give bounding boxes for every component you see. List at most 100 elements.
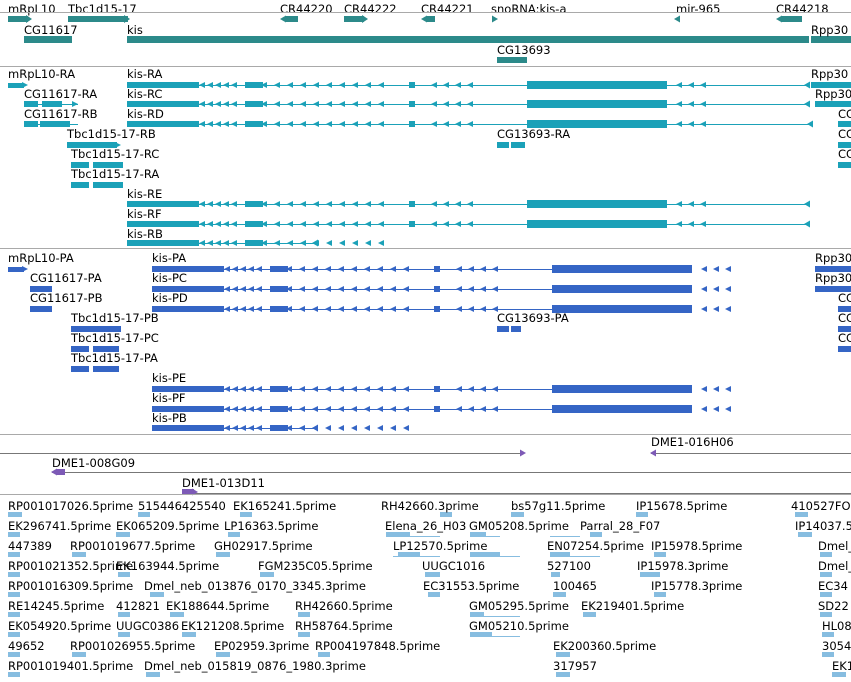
strand-arrow-left[interactable] [256,306,262,312]
exon-block[interactable] [782,16,802,22]
strand-arrow-right[interactable] [192,488,198,496]
ests-feature-label[interactable]: 447389 [8,539,52,553]
strand-arrow-left[interactable] [280,15,286,23]
strand-arrow-left[interactable] [339,240,345,246]
strand-arrow-left[interactable] [325,386,331,392]
strand-arrow-left[interactable] [676,121,682,127]
strand-arrow-left[interactable] [468,266,474,272]
strand-arrow-left[interactable] [804,200,810,208]
strand-arrow-left[interactable] [713,386,719,392]
strand-arrow-left[interactable] [364,386,370,392]
strand-arrow-left[interactable] [725,266,731,272]
strand-arrow-left[interactable] [300,221,306,227]
strand-arrow-left[interactable] [224,425,230,431]
exon-block[interactable] [511,142,525,148]
strand-arrow-left[interactable] [443,101,449,107]
strand-arrow-left[interactable] [223,121,229,127]
strand-arrow-left[interactable] [338,286,344,292]
strand-arrow-left[interactable] [713,406,719,412]
strand-arrow-left[interactable] [299,406,305,412]
strand-arrow-left[interactable] [431,221,437,227]
strand-arrow-left[interactable] [725,406,731,412]
strand-arrow-left[interactable] [431,82,437,88]
strand-arrow-left[interactable] [231,82,237,88]
exon-block[interactable] [409,201,415,207]
strand-arrow-left[interactable] [339,121,345,127]
transcripts-feature-label[interactable]: kis-RF [127,207,162,221]
ests-feature-label[interactable]: RP001019677.5prime [70,539,196,553]
ests-feature-label[interactable]: EK054920.5prime [8,619,112,633]
strand-arrow-left[interactable] [231,240,237,246]
strand-arrow-left[interactable] [807,120,813,128]
ests-feature-label[interactable]: IP15978.5prime [651,539,743,553]
transcripts-feature-label[interactable]: CG11617-RB [24,107,98,121]
strand-arrow-left[interactable] [455,221,461,227]
strand-arrow-left[interactable] [662,265,668,273]
strand-arrow-left[interactable] [492,306,498,312]
est-block[interactable] [260,572,274,577]
strand-arrow-left[interactable] [701,286,707,292]
strand-arrow-left[interactable] [662,385,668,393]
strand-arrow-left[interactable] [480,266,486,272]
strand-arrow-left[interactable] [313,101,319,107]
est-block[interactable] [8,572,20,577]
strand-arrow-left[interactable] [804,81,810,89]
strand-arrow-left[interactable] [431,201,437,207]
strand-arrow-left[interactable] [467,82,473,88]
exon-block[interactable] [127,82,199,88]
exon-block[interactable] [127,121,199,127]
strand-arrow-left[interactable] [339,82,345,88]
strand-arrow-left[interactable] [351,406,357,412]
est-block[interactable] [636,512,648,517]
strand-arrow-left[interactable] [240,425,246,431]
ests-feature-label[interactable]: UUGC0386 [116,619,180,633]
proteins-feature-label[interactable]: CG13693-PA [497,311,569,325]
strand-arrow-left[interactable] [256,386,262,392]
strand-arrow-left[interactable] [378,121,384,127]
strand-arrow-left[interactable] [215,82,221,88]
strand-arrow-left[interactable] [492,406,498,412]
strand-arrow-left[interactable] [215,101,221,107]
strand-arrow-left[interactable] [700,82,706,88]
ests-feature-label[interactable]: GH02917.5prime [214,539,313,553]
ests-feature-label[interactable]: RP001019401.5prime [8,659,134,673]
est-block[interactable] [820,612,832,617]
strand-arrow-left[interactable] [231,121,237,127]
strand-arrow-left[interactable] [286,425,292,431]
strand-arrow-left[interactable] [248,286,254,292]
exon-block[interactable] [127,101,199,107]
strand-arrow-left[interactable] [256,286,262,292]
strand-arrow-left[interactable] [215,201,221,207]
strand-arrow-left[interactable] [403,425,409,431]
exon-block[interactable] [552,305,692,313]
proteins-feature-label[interactable]: Rpp30 [815,251,851,265]
strand-arrow-left[interactable] [378,101,384,107]
genes-feature-label[interactable]: CG13693 [497,43,551,57]
strand-arrow-left[interactable] [325,266,331,272]
strand-arrow-left[interactable] [364,406,370,412]
strand-arrow-left[interactable] [377,425,383,431]
exon-block[interactable] [409,221,415,227]
transcripts-feature-label[interactable]: mRpL10-RA [8,67,76,81]
est-block[interactable] [470,552,500,557]
strand-arrow-left[interactable] [351,306,357,312]
transcripts-feature-label[interactable]: Tbc1d15-17-RB [67,127,156,141]
exon-block[interactable] [497,57,527,63]
strand-arrow-left[interactable] [352,221,358,227]
strand-arrow-left[interactable] [300,101,306,107]
strand-arrow-left[interactable] [274,201,280,207]
strand-arrow-left[interactable] [312,406,318,412]
strand-arrow-left[interactable] [456,306,462,312]
exon-block[interactable] [838,162,851,168]
exon-block[interactable] [93,366,119,372]
strand-arrow-left[interactable] [467,201,473,207]
strand-arrow-left[interactable] [377,306,383,312]
strand-arrow-left[interactable] [232,266,238,272]
exon-block[interactable] [67,142,117,148]
exon-block[interactable] [44,286,52,292]
strand-arrow-right[interactable] [124,15,130,23]
exon-block[interactable] [270,406,288,412]
exon-block[interactable] [245,240,263,246]
strand-arrow-left[interactable] [312,266,318,272]
strand-arrow-left[interactable] [377,266,383,272]
